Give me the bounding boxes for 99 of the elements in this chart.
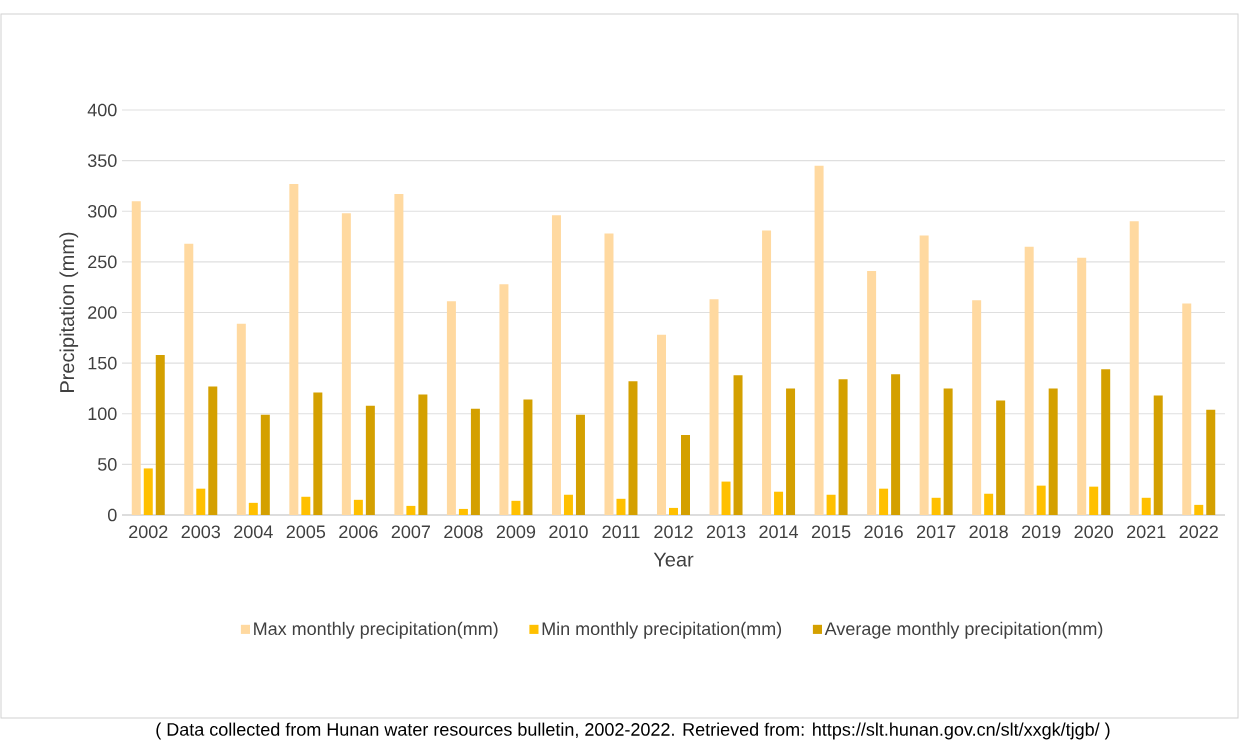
bar	[418, 394, 428, 515]
bar	[458, 508, 468, 515]
bar	[814, 165, 824, 515]
bar	[681, 435, 691, 515]
bar	[984, 493, 994, 515]
bar	[1024, 246, 1034, 515]
x-tick-label: 2008	[444, 525, 483, 539]
bar	[943, 388, 953, 515]
x-tick-label: 2005	[286, 525, 326, 539]
x-tick-label: 2020	[1074, 525, 1114, 539]
bar	[879, 488, 889, 515]
bar	[446, 301, 456, 515]
x-tick-label: 2010	[549, 525, 588, 539]
x-tick-label: 2011	[602, 525, 640, 539]
x-axis-title: Year	[653, 552, 694, 567]
bar	[1036, 485, 1046, 515]
bar	[774, 491, 784, 515]
bar	[721, 481, 731, 515]
bar	[838, 379, 848, 515]
bar	[826, 494, 836, 515]
bar	[499, 284, 509, 515]
bar	[260, 414, 270, 515]
y-tick-label: 100	[88, 407, 117, 421]
bar	[669, 507, 679, 515]
x-tick-label: 2002	[129, 525, 168, 539]
bar	[762, 230, 772, 515]
bar	[196, 488, 206, 515]
bar	[1182, 303, 1192, 515]
bar	[470, 408, 480, 515]
y-tick-label: 250	[88, 255, 117, 269]
bar	[1141, 497, 1151, 515]
bar	[1206, 409, 1216, 515]
bar	[1129, 221, 1139, 515]
bar	[184, 243, 194, 515]
bar	[131, 201, 141, 515]
bar	[628, 381, 638, 515]
x-tick-label: 2014	[759, 525, 799, 539]
bar	[143, 468, 153, 515]
x-tick-label: 2012	[654, 525, 693, 539]
bar	[604, 233, 614, 515]
x-tick-label: 2022	[1179, 525, 1218, 539]
bar	[341, 213, 351, 515]
legend-label: Average monthly precipitation(mm)	[824, 621, 1103, 639]
x-tick-label: 2006	[339, 525, 378, 539]
bar	[353, 499, 363, 515]
bar	[733, 375, 743, 515]
bar	[313, 392, 323, 515]
bar	[208, 386, 218, 515]
bar	[575, 414, 585, 515]
bar	[616, 498, 626, 515]
bar	[1048, 388, 1058, 515]
bar	[248, 502, 258, 515]
bar	[919, 235, 929, 515]
bar	[1153, 395, 1163, 515]
bar	[1101, 369, 1111, 515]
x-tick-label: 2021	[1127, 525, 1166, 539]
legend-label: Min monthly precipitation(mm)	[542, 621, 782, 639]
x-tick-label: 2013	[706, 525, 746, 539]
bar	[931, 497, 941, 515]
x-tick-label: 2004	[234, 525, 273, 539]
bar	[867, 270, 877, 515]
bar	[365, 405, 375, 515]
bar	[523, 399, 533, 515]
x-tick-label: 2003	[181, 525, 221, 539]
bar	[289, 183, 299, 515]
y-tick-label: 300	[87, 204, 117, 218]
x-tick-label: 2018	[969, 525, 1008, 539]
x-tick-label: 2007	[391, 525, 431, 539]
x-tick-label: 2017	[917, 525, 956, 539]
y-tick-label: 0	[107, 508, 117, 522]
bar	[511, 500, 521, 515]
y-tick-label: 350	[87, 154, 117, 167]
bar	[236, 323, 246, 515]
bar	[1077, 257, 1087, 515]
legend-label: Max monthly precipitation(mm)	[254, 621, 498, 639]
bar	[1194, 504, 1204, 515]
x-tick-label: 2019	[1022, 525, 1061, 539]
bar	[394, 194, 404, 515]
bar	[786, 388, 796, 515]
x-tick-label: 2009	[496, 525, 536, 539]
bar	[891, 374, 901, 515]
bar	[155, 355, 165, 515]
y-axis-title: Precipitation (mm)	[59, 232, 79, 392]
y-tick-label: 200	[88, 306, 117, 319]
bar	[551, 215, 561, 515]
bar	[301, 496, 311, 515]
bar	[406, 505, 416, 515]
y-tick-label: 400	[87, 103, 117, 117]
bar	[1089, 486, 1099, 515]
bar	[996, 400, 1006, 515]
text: ( Data collected from Hunan water resources bulletin, 2002-2022. Retrieved from: https://slt.hunan.gov.cn/slt/xxgk/tjgb/ )	[156, 722, 1110, 740]
x-tick-label: 2015	[811, 525, 851, 539]
x-tick-label: 2016	[864, 525, 903, 539]
bar	[709, 299, 719, 515]
bar	[563, 494, 573, 515]
bar	[657, 334, 667, 515]
y-tick-label: 150	[88, 356, 117, 370]
bar	[972, 300, 982, 515]
y-tick-label: 50	[97, 458, 117, 471]
